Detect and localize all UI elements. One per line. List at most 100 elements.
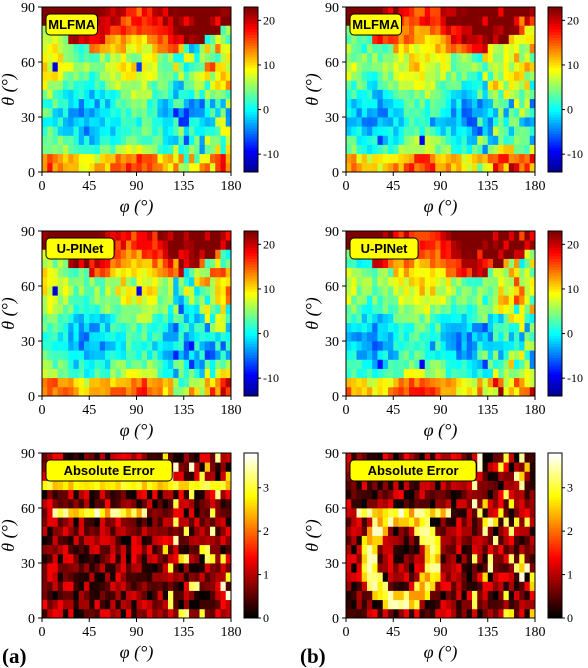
heatmap-cell [52,563,59,573]
heatmap-cell [351,107,357,118]
heatmap-cell [157,52,164,63]
colorbar-tick-label: 3 [567,481,573,495]
heatmap-cell [105,52,111,63]
heatmap-cell [351,34,357,45]
heatmap-cell [199,117,206,127]
heatmap-cell [173,231,179,241]
heatmap-cell [84,80,90,90]
heatmap-cell [68,553,74,564]
heatmap-cell [99,135,106,145]
heatmap-cell [477,135,483,145]
heatmap-cell [99,267,106,278]
heatmap-cell [393,313,399,324]
heatmap-cell [430,544,436,555]
heatmap-cell [377,553,384,564]
heatmap-cell [346,258,352,269]
heatmap-cell [178,572,185,582]
heatmap-cell [498,322,504,333]
heatmap-cell [210,508,216,518]
heatmap-cell [168,581,174,591]
heatmap-cell [382,599,389,610]
heatmap-cell [487,126,494,136]
heatmap-cell [42,135,48,145]
heatmap-cell [199,322,206,333]
heatmap-cell [477,331,483,342]
colorbar-segment [548,163,562,167]
heatmap-cell [199,471,206,481]
heatmap-cell [435,107,441,118]
colorbar-segment [244,280,258,284]
heatmap-cell [367,572,373,582]
heatmap-cell [430,368,436,379]
heatmap-cell [162,107,169,118]
heatmap-cell [377,89,384,100]
heatmap-cell [440,386,447,397]
heatmap-cell [178,98,185,109]
heatmap-cell [126,25,132,35]
heatmap-cell [361,517,368,527]
colorbar-segment [244,261,258,265]
colorbar-segment [548,349,562,353]
heatmap-cell [346,386,352,397]
heatmap-cell [157,313,164,324]
heatmap-cell [524,331,531,342]
heatmap-cell [204,231,211,241]
heatmap-cell [173,267,179,278]
heatmap-cell [472,535,478,546]
heatmap-cell [189,563,195,573]
heatmap-cell [466,231,473,241]
heatmap-cell [461,453,468,463]
heatmap-cell [393,526,399,536]
heatmap-cell [57,62,64,72]
heatmap-cell [508,359,515,369]
heatmap-cell [414,599,420,610]
heatmap-cell [162,231,169,241]
heatmap-cell [398,480,405,491]
heatmap-cell [377,350,384,360]
heatmap-cell [487,341,494,351]
heatmap-cell [57,535,64,546]
colorbar-segment [244,557,258,561]
heatmap-cell [194,34,200,45]
heatmap-cell [493,295,499,305]
heatmap-cell [147,572,153,582]
heatmap-cell [456,34,462,45]
heatmap-cell [157,34,164,45]
heatmap-cell [361,563,368,573]
colorbar-segment [244,291,258,295]
heatmap-cell [220,304,227,314]
heatmap-cell [183,117,190,127]
heatmap-cell [199,295,206,305]
heatmap-cell [377,359,384,369]
heatmap-cell [99,386,106,397]
heatmap-cell [105,16,111,26]
heatmap-cell [73,258,80,269]
heatmap-cell [162,498,169,509]
heatmap-cell [472,43,478,54]
heatmap-cell [461,107,468,118]
heatmap-cell [435,135,441,145]
heatmap-cell [173,276,179,287]
heatmap-cell [351,295,357,305]
heatmap-cell [147,52,153,63]
heatmap-cell [435,89,441,100]
heatmap-cell [120,126,127,136]
heatmap-cell [409,386,415,397]
heatmap-cell [173,16,179,26]
heatmap-cell [136,276,143,287]
heatmap-cell [414,563,420,573]
heatmap-cell [194,386,200,397]
heatmap-cell [388,231,394,241]
heatmap-cell [220,267,227,278]
heatmap-cell [110,286,116,296]
heatmap-cell [120,572,127,582]
heatmap-cell [47,341,53,351]
heatmap-cell [419,498,426,509]
method-badge-label: MLFMA [48,17,96,32]
heatmap-cell [372,267,378,278]
heatmap-cell [94,71,101,81]
heatmap-cell [409,25,415,35]
heatmap-cell [89,276,95,287]
heatmap-cell [173,135,179,145]
heatmap-cell [78,295,85,305]
